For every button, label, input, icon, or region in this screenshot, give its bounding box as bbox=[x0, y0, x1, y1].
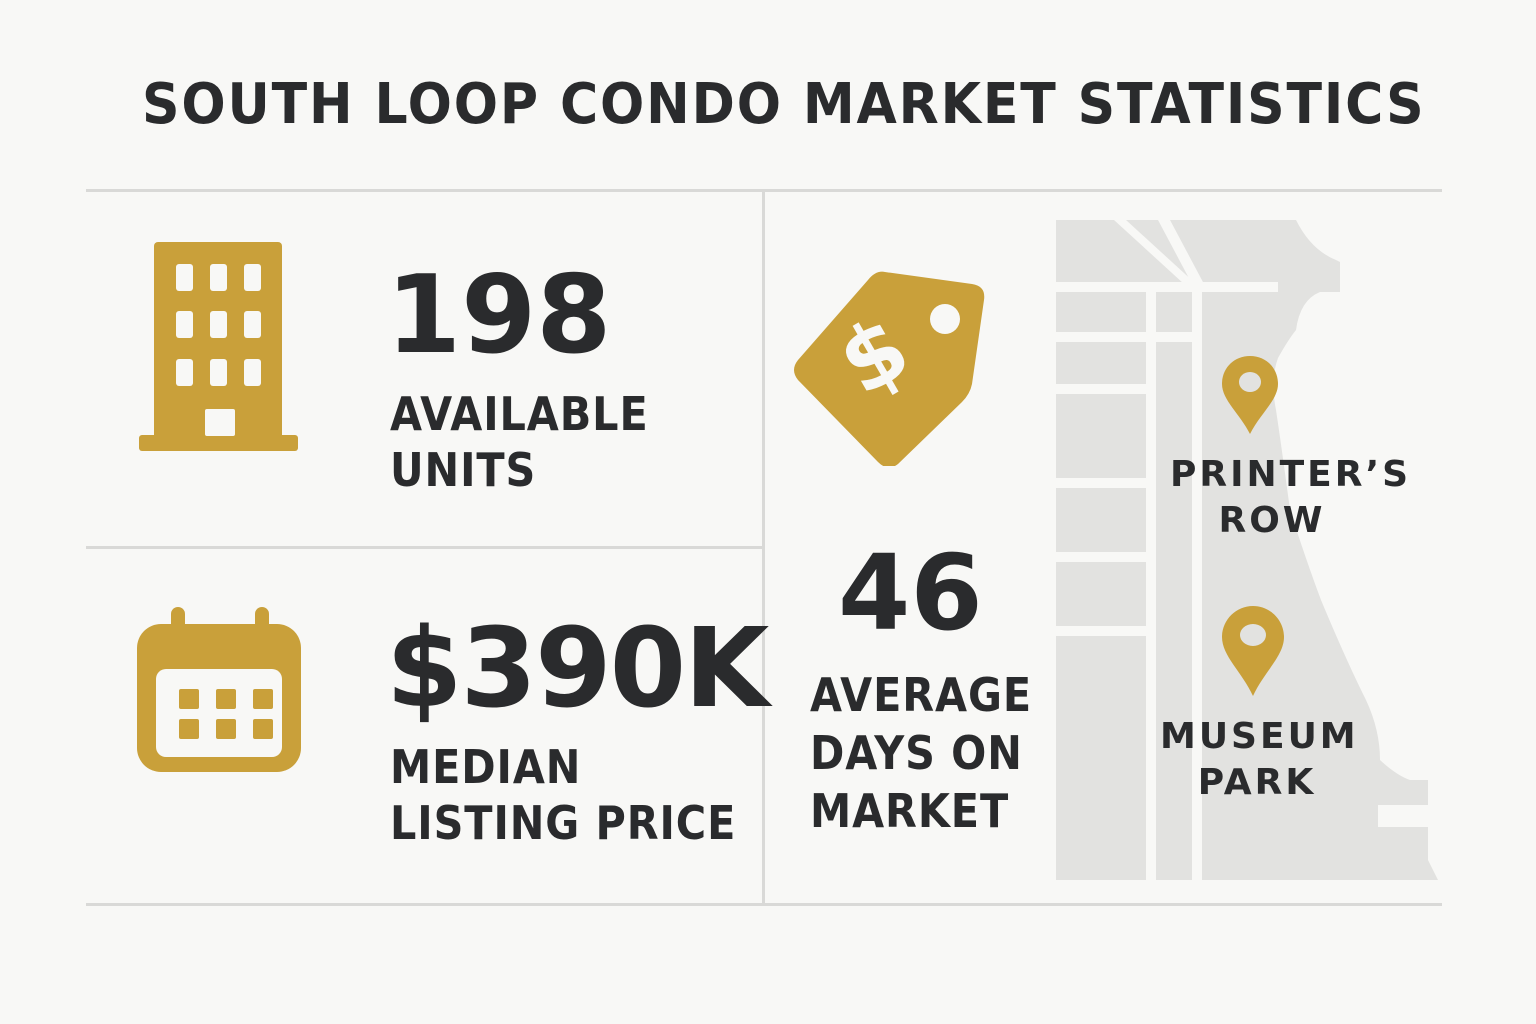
calendar-icon bbox=[137, 607, 301, 772]
stat-value: $390K bbox=[386, 604, 769, 732]
building-icon bbox=[139, 242, 298, 451]
stat-label: MEDIAN LISTING PRICE bbox=[390, 740, 737, 850]
map-graphic bbox=[1056, 220, 1438, 882]
divider-bottom bbox=[86, 903, 1442, 906]
stat-value: 198 bbox=[386, 253, 612, 378]
price-tag-icon: $ bbox=[794, 271, 985, 466]
stat-label: AVERAGE DAYS ON MARKET bbox=[810, 668, 1033, 838]
map-pin-icon bbox=[1222, 606, 1284, 696]
divider-middle-left bbox=[86, 546, 762, 549]
map-label-printers-row: PRINTER’S ROW bbox=[1170, 454, 1412, 541]
page-title: SOUTH LOOP CONDO MARKET STATISTICS bbox=[142, 72, 1426, 137]
divider-top bbox=[86, 189, 1442, 192]
stat-label: AVAILABLE UNITS bbox=[390, 387, 649, 497]
stat-value: 46 bbox=[838, 532, 983, 654]
map-label-museum-park: MUSEUM PARK bbox=[1160, 716, 1359, 803]
map-pin-icon bbox=[1222, 356, 1278, 434]
divider-vertical bbox=[762, 192, 765, 903]
